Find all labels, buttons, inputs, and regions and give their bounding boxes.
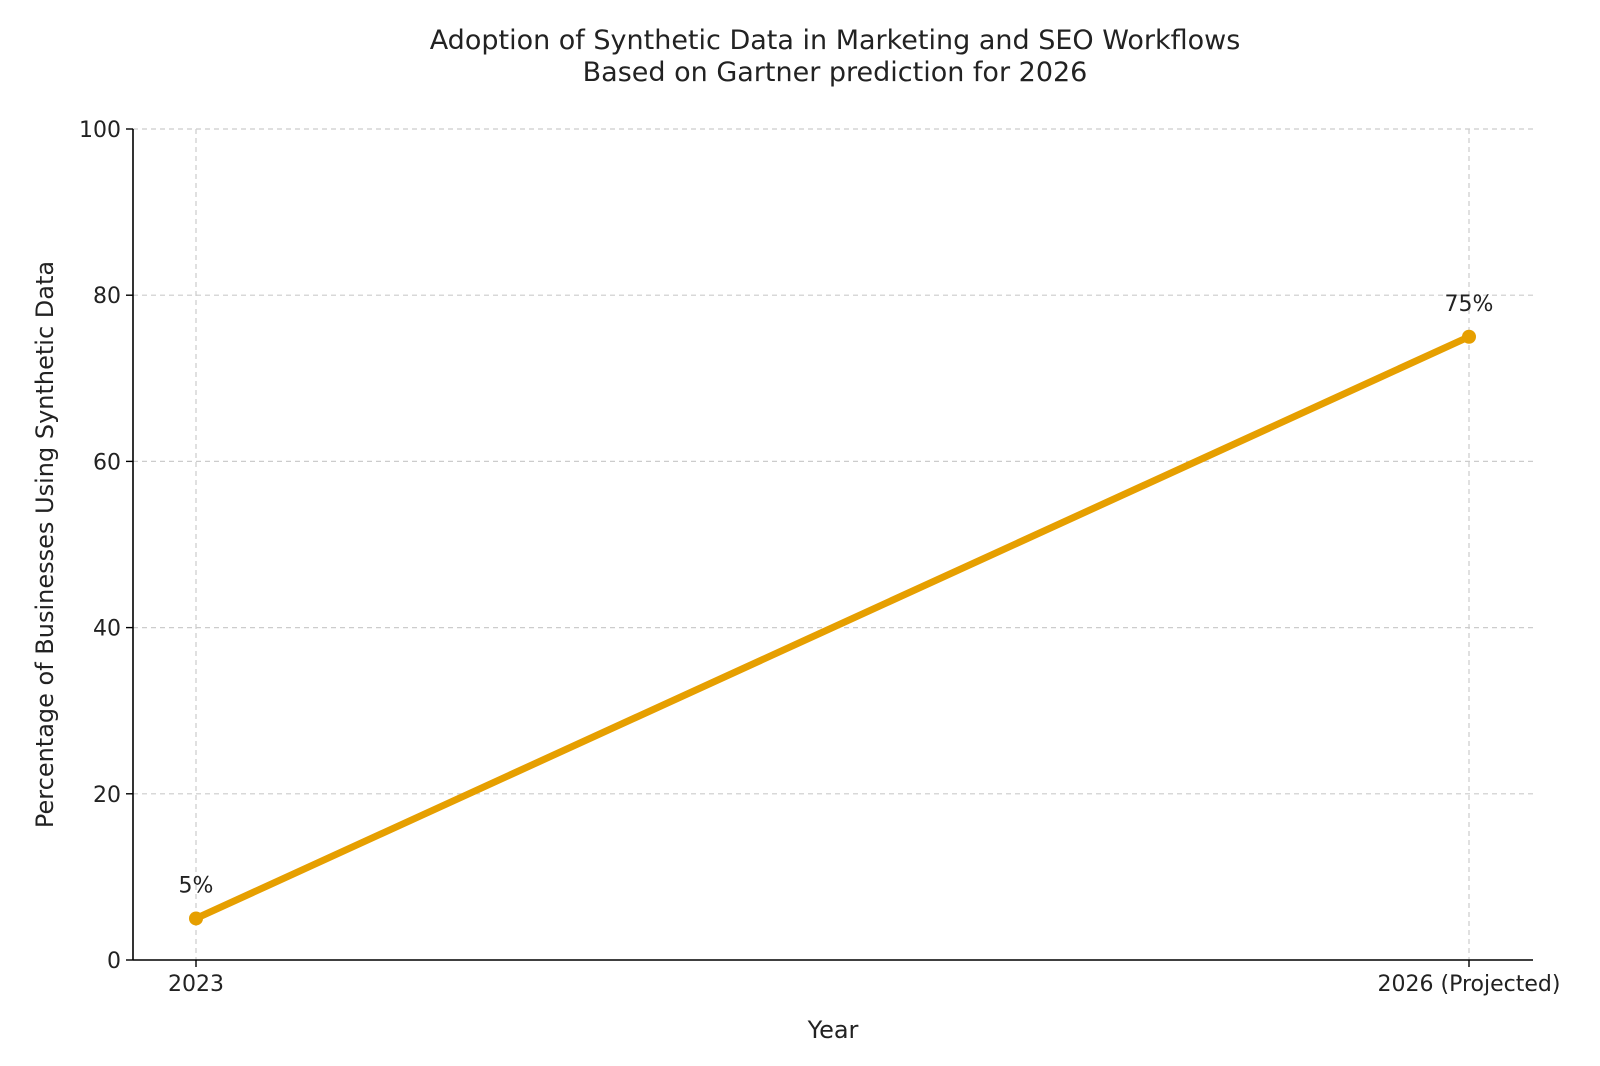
y-tick-label-0: 0 bbox=[107, 949, 121, 974]
data-label-0-1: 75% bbox=[1445, 292, 1494, 317]
y-tick-label-3: 60 bbox=[93, 450, 121, 475]
y-tick-label-2: 40 bbox=[93, 617, 121, 642]
data-label-0-0: 5% bbox=[179, 873, 214, 898]
x-tick-label-0: 2023 bbox=[168, 972, 224, 997]
x-tick-label-1: 2026 (Projected) bbox=[1378, 972, 1561, 997]
y-axis-label: Percentage of Businesses Using Synthetic… bbox=[31, 261, 59, 828]
chart-title: Adoption of Synthetic Data in Marketing … bbox=[429, 25, 1241, 56]
x-axis-ticks: 2023 2026 (Projected) bbox=[168, 960, 1560, 997]
data-point-0-1 bbox=[1462, 329, 1476, 344]
y-axis-ticks: 0 20 40 60 80 100 bbox=[79, 118, 133, 974]
grid-lines bbox=[133, 128, 1533, 960]
y-tick-label-4: 80 bbox=[93, 284, 121, 309]
y-tick-label-5: 100 bbox=[79, 118, 121, 143]
chart-subtitle: Based on Gartner prediction for 2026 bbox=[582, 57, 1088, 88]
x-axis-label: Year bbox=[807, 1016, 859, 1044]
series-line-0 bbox=[192, 333, 1473, 922]
y-tick-label-1: 20 bbox=[93, 783, 121, 808]
series-group: 5% 75% bbox=[179, 292, 1494, 926]
data-point-0-0 bbox=[189, 911, 203, 926]
axes bbox=[132, 129, 1533, 961]
